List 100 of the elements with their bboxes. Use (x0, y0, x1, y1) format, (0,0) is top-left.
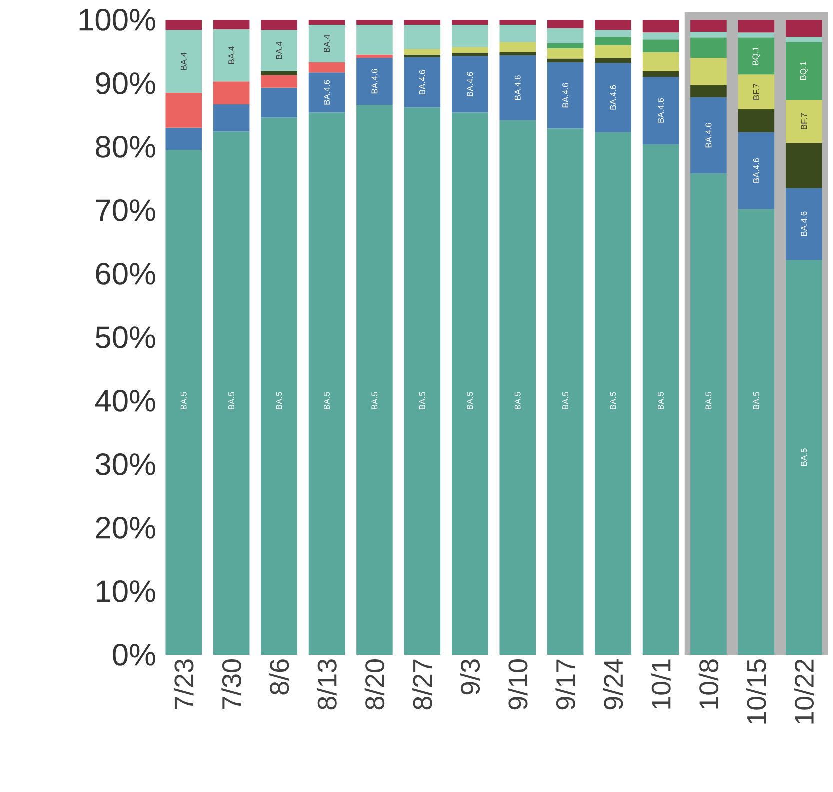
bar (786, 42, 822, 100)
x-tick-label: 9/17 (556, 660, 576, 710)
text: BA.5 (276, 392, 282, 410)
x-tick-label: 9/3 (460, 660, 480, 695)
bar (452, 53, 488, 56)
bar (166, 150, 202, 655)
text: BQ.1 (800, 62, 808, 80)
text: BA.4.6 (514, 76, 521, 100)
text: BA.4.6 (610, 85, 616, 110)
text: BA.4.6 (706, 123, 712, 148)
text: BA.4 (180, 52, 187, 70)
series-label: BA.4.6 (324, 80, 330, 105)
x-tick-label: 7/30 (222, 660, 242, 710)
bar (261, 71, 298, 76)
bar (738, 74, 775, 110)
text: BA.4.6 (419, 70, 426, 95)
text: BA.5 (753, 392, 760, 410)
bar (452, 56, 488, 113)
x-tick-label: 10/8 (698, 660, 719, 709)
bar (738, 20, 775, 33)
bar (452, 25, 488, 48)
bar (738, 132, 775, 210)
text: BA.5 (610, 392, 616, 410)
text: BA.4.6 (658, 98, 664, 123)
text: BA.4.6 (753, 158, 760, 183)
bar (213, 82, 250, 104)
bar (642, 20, 680, 33)
text: BA.4 (228, 46, 234, 64)
bar (595, 58, 632, 64)
bar (642, 144, 680, 655)
bar (547, 28, 584, 44)
y-tick-label: 90% (96, 72, 156, 94)
x-tick-label: 8/27 (412, 660, 432, 710)
bar (786, 20, 822, 38)
bar (547, 128, 584, 655)
bar (738, 110, 775, 132)
y-tick-label: 100% (80, 9, 156, 31)
series-label: BF.7 (754, 84, 760, 100)
text: BA.5 (801, 448, 808, 466)
y-tick-label: 30% (96, 454, 156, 476)
y-tick-label: 70% (96, 200, 156, 222)
bar (595, 63, 632, 132)
x-tick-label: 8/13 (317, 660, 337, 710)
bar (213, 132, 250, 655)
bar (308, 112, 346, 655)
bar (547, 58, 584, 63)
bar (213, 20, 250, 30)
bar (500, 20, 536, 26)
bar (166, 20, 202, 30)
bar (261, 30, 298, 72)
x-tick-label: 7/23 (174, 660, 194, 710)
bar (642, 32, 680, 40)
bar (595, 20, 632, 30)
bar (595, 30, 632, 38)
bar (786, 143, 822, 188)
bar (690, 38, 727, 58)
text: BA.5 (180, 392, 187, 410)
bar (642, 77, 680, 144)
series-label: BQ.1 (752, 46, 760, 66)
y-tick-label: 50% (96, 326, 156, 348)
y-tick-label: 60% (96, 263, 156, 285)
text: BF.7 (801, 114, 808, 130)
bar (356, 58, 393, 106)
bar (404, 54, 441, 58)
bar (213, 104, 250, 132)
bar (690, 174, 727, 655)
text: BA.5 (467, 392, 474, 410)
x-tick-label: 9/10 (508, 660, 528, 710)
bar (500, 25, 536, 42)
bar (690, 58, 727, 86)
text: BA.4.6 (467, 72, 474, 96)
bar (261, 88, 298, 118)
bar (404, 49, 441, 55)
bar (642, 71, 680, 78)
bar (308, 62, 346, 73)
bar (500, 120, 536, 655)
bar (642, 40, 680, 52)
bar (166, 93, 202, 128)
text: BA.5 (324, 392, 330, 410)
text: BA.4 (276, 42, 282, 60)
x-tick-label: 10/1 (651, 660, 671, 709)
bar (500, 42, 536, 52)
bar (642, 52, 680, 72)
bar (786, 100, 822, 144)
bar (308, 25, 346, 63)
text: BA.4.6 (562, 83, 569, 108)
bar (500, 56, 536, 120)
x-tick-label: 8/20 (364, 660, 385, 710)
bar (786, 260, 822, 655)
text: BA.5 (419, 392, 426, 410)
x-tick-label: 10/22 (794, 660, 814, 724)
bar (166, 128, 202, 150)
bar (213, 30, 250, 82)
bar (261, 118, 298, 655)
bar (356, 54, 393, 58)
bar (595, 132, 632, 655)
text: BA.5 (372, 392, 378, 410)
bar (261, 75, 298, 88)
bar (500, 52, 536, 56)
bar (452, 112, 488, 655)
